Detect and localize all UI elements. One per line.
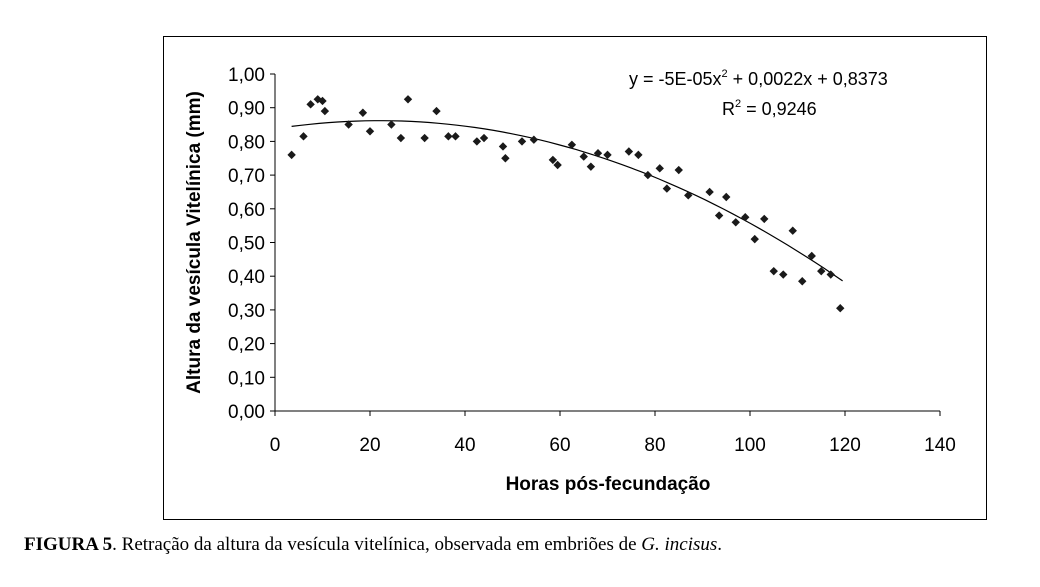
data-point [705, 187, 714, 197]
data-point [358, 108, 368, 117]
chart-frame: 0,00 0,10 0,20 0,30 0,40 0,50 0,60 0,70 0,80 0,90… [163, 36, 987, 520]
equation-exponent: 2 [722, 68, 728, 80]
data-point [529, 135, 539, 144]
data-point [318, 96, 327, 106]
data-point [826, 270, 835, 279]
y-tick-label: 0,20 [228, 335, 265, 356]
scatter-chart: 0,00 0,10 0,20 0,30 0,40 0,50 0,60 0,70 0,80 0,90… [184, 65, 956, 495]
y-tick-label: 0,60 [228, 200, 265, 221]
y-tick-label: 0,70 [228, 166, 265, 187]
data-point [299, 132, 308, 141]
data-point [634, 150, 643, 160]
data-point [432, 106, 441, 116]
y-tick-label: 0,00 [228, 402, 265, 423]
equation-prefix: y = -5E-05x [629, 69, 722, 89]
data-point [586, 162, 596, 171]
data-point [320, 106, 330, 116]
trendline-group [291, 120, 843, 282]
figure-caption: FIGURA 5. Retração da altura da vesícula… [24, 534, 1014, 556]
data-point [779, 270, 788, 279]
x-tick-label: 60 [549, 435, 570, 456]
trendline [291, 120, 843, 282]
data-point [714, 211, 724, 220]
data-point [684, 191, 693, 200]
axes [274, 74, 940, 412]
r2-suffix: = 0,9246 [741, 99, 817, 119]
data-point [344, 120, 353, 129]
x-tick-label: 80 [644, 435, 665, 456]
y-tick-label: 0,80 [228, 132, 265, 153]
data-point [396, 133, 406, 143]
y-tick-label: 0,50 [228, 234, 265, 255]
x-tick-label: 0 [270, 435, 281, 456]
data-point [722, 192, 731, 202]
data-points [287, 95, 845, 313]
data-point [444, 132, 453, 141]
data-point [593, 148, 603, 158]
data-point [387, 120, 396, 129]
y-tick-label: 0,90 [228, 99, 265, 120]
trend-equation: y = -5E-05x2 + 0,0022x + 0,8373 [629, 68, 888, 89]
data-point [750, 234, 759, 244]
data-point [624, 147, 634, 156]
data-point [662, 184, 672, 193]
data-point [798, 277, 807, 286]
ticks: 0,00 0,10 0,20 0,30 0,40 0,50 0,60 0,70 0,80 0,90… [228, 65, 956, 456]
data-point [313, 95, 322, 104]
data-point [472, 137, 482, 146]
x-tick-label: 40 [454, 435, 475, 456]
data-point [451, 132, 460, 141]
caption-end: . [717, 534, 723, 555]
data-point [655, 164, 664, 173]
data-point [567, 140, 577, 149]
data-point [603, 150, 612, 160]
data-point [836, 304, 845, 313]
data-point [548, 155, 558, 165]
data-point [420, 133, 429, 143]
x-tick-label: 140 [924, 435, 956, 456]
caption-label: FIGURA 5 [24, 534, 113, 555]
r2-exponent: 2 [735, 98, 741, 110]
x-tick-label: 120 [829, 435, 861, 456]
x-tick-label: 100 [734, 435, 766, 456]
data-point [817, 266, 826, 276]
data-point [517, 137, 527, 146]
y-tick-label: 0,10 [228, 368, 265, 389]
data-point [553, 160, 562, 170]
r2-prefix: R [722, 99, 735, 119]
x-tick-label: 20 [359, 435, 380, 456]
data-point [731, 218, 740, 227]
data-point [403, 95, 413, 104]
data-point [760, 214, 769, 224]
caption-species: G. incisus [641, 534, 718, 555]
data-point [479, 133, 489, 143]
data-point [579, 152, 588, 161]
data-point [501, 154, 510, 163]
data-point [287, 150, 296, 160]
x-axis-title: Horas pós-fecundação [506, 474, 711, 495]
r-squared: R2 = 0,9246 [722, 98, 817, 119]
data-point [643, 170, 653, 180]
y-tick-label: 1,00 [228, 65, 265, 86]
data-point [306, 100, 315, 109]
data-point [807, 251, 816, 261]
y-tick-label: 0,30 [228, 301, 265, 322]
data-point [365, 127, 375, 136]
data-point [674, 165, 683, 175]
data-point [498, 142, 508, 151]
y-tick-label: 0,40 [228, 267, 265, 288]
data-point [788, 226, 797, 235]
y-axis-title: Altura da vesícula Vitelínica (mm) [184, 91, 205, 394]
caption-text: . Retração da altura da vesícula vitelín… [112, 534, 642, 555]
data-point [741, 213, 750, 222]
equation-suffix: + 0,0022x + 0,8373 [728, 69, 888, 89]
data-point [769, 266, 778, 276]
